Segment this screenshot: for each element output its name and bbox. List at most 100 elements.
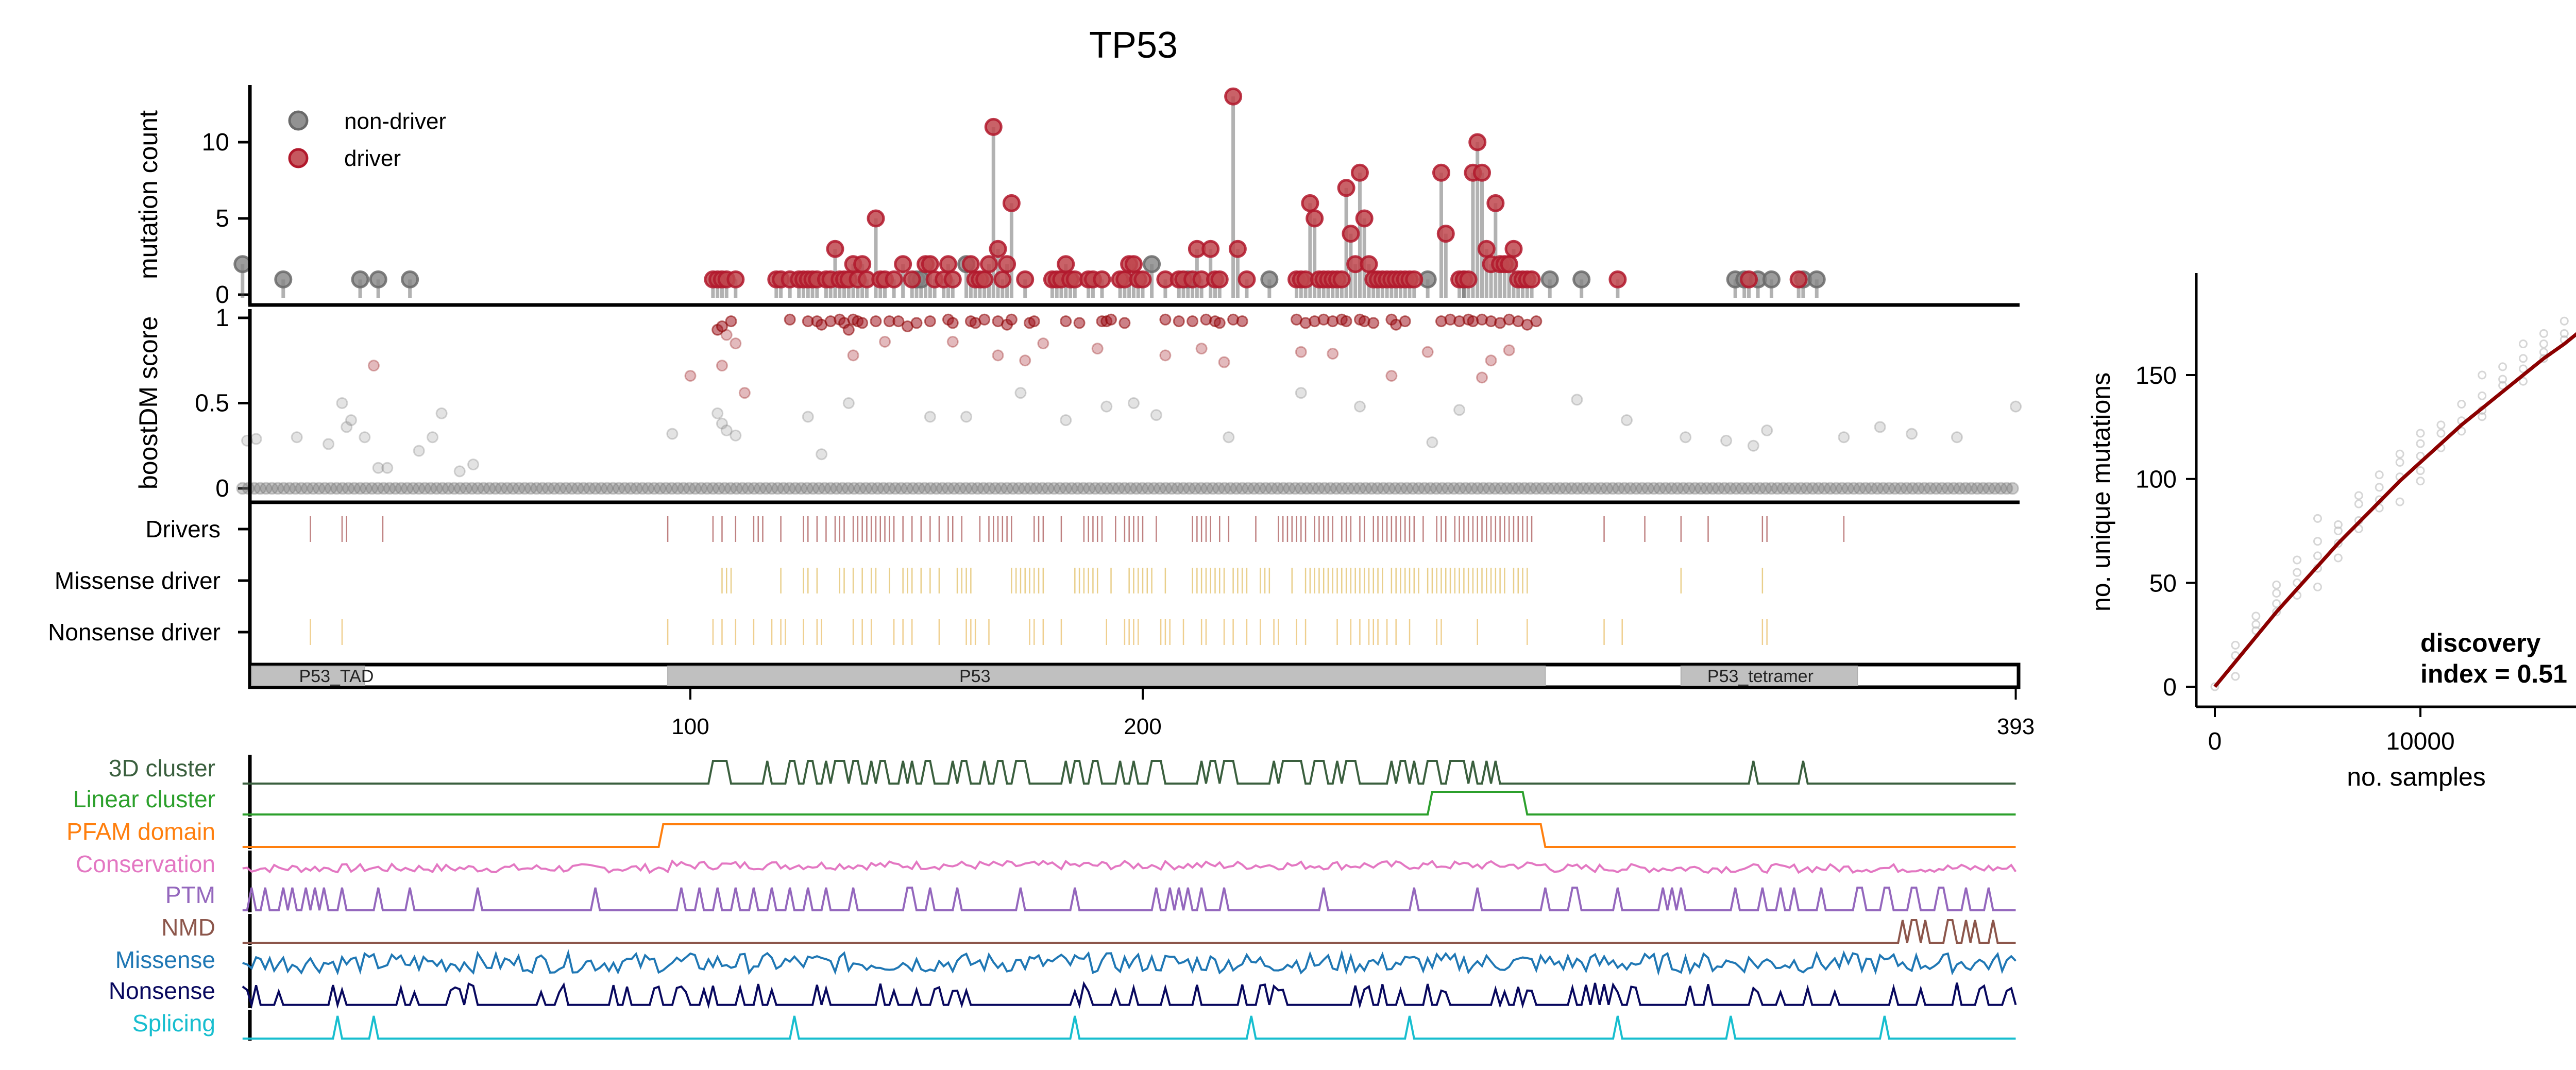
boostdm-point-driver: [1340, 315, 1352, 328]
boostdm-point-baseline: [1671, 482, 1684, 495]
boostdm-point-non-driver: [1127, 397, 1140, 409]
discovery-point: [2416, 429, 2425, 438]
boostdm-point-baseline: [818, 482, 832, 495]
driver-lollipop-head: [894, 255, 912, 274]
driver-lollipop-head: [1405, 270, 1423, 288]
boostdm-point-baseline: [730, 482, 743, 495]
feature-track-label: 3D cluster: [109, 755, 215, 782]
boostdm-point-baseline: [1242, 482, 1255, 495]
boostdm-point-baseline: [1971, 482, 1984, 495]
boostdm-point-baseline: [1706, 482, 1719, 495]
feature-track-line: [242, 949, 2016, 976]
boostdm-point-baseline: [1418, 482, 1431, 495]
discovery-point: [2498, 362, 2507, 371]
boostdm-point-baseline: [912, 482, 925, 495]
boostdm-point-baseline: [1423, 482, 1437, 495]
boostdm-point-baseline: [1771, 482, 1784, 495]
boostdm-point-baseline: [653, 482, 667, 495]
boostdm-point-driver: [924, 315, 936, 328]
boostdm-point-baseline: [759, 482, 773, 495]
discovery-point: [2313, 514, 2322, 523]
driver-track-label: Missense driver: [55, 567, 221, 594]
non-driver-lollipop-head: [1540, 270, 1559, 288]
boostdm-point-baseline: [1776, 482, 1790, 495]
driver-lollipop-head: [979, 255, 998, 274]
discovery-point: [2272, 599, 2281, 608]
feature-track-line: [242, 791, 2016, 816]
boostdm-point-baseline: [959, 482, 973, 495]
boostdm-point-baseline: [901, 482, 914, 495]
discovery-ytick-label: 50: [2149, 570, 2177, 597]
boostdm-point-non-driver: [435, 407, 448, 419]
boostdm-point-driver: [1195, 343, 1208, 355]
boostdm-point-baseline: [548, 482, 561, 495]
boostdm-point-non-driver: [1100, 400, 1113, 413]
boostdm-point-baseline: [1235, 482, 1249, 495]
boostdm-point-baseline: [353, 482, 367, 495]
boostdm-point-baseline: [1300, 482, 1314, 495]
boostdm-point-baseline: [1876, 482, 1890, 495]
boostdm-point-baseline: [677, 482, 690, 495]
discovery-point: [2293, 555, 2302, 565]
boostdm-point-baseline: [1171, 482, 1184, 495]
boostdm-point-baseline: [624, 482, 637, 495]
boostdm-point-baseline: [259, 482, 273, 495]
boostdm-point-baseline: [1494, 482, 1507, 495]
boostdm-point-non-driver: [1620, 414, 1633, 427]
boostdm-point-baseline: [712, 482, 725, 495]
boostdm-point-baseline: [1665, 482, 1678, 495]
boostdm-point-non-driver: [345, 414, 357, 427]
boostdm-point-driver: [1385, 370, 1398, 382]
boostdm-point-baseline: [1653, 482, 1667, 495]
boostdm-point-baseline: [1224, 482, 1237, 495]
boostdm-ytick-label: 1: [215, 304, 229, 332]
boostdm-point-non-driver: [427, 431, 439, 444]
boostdm-point-baseline: [1924, 482, 1937, 495]
discovery-point: [2519, 354, 2528, 363]
chart-title: TP53: [1089, 25, 1178, 66]
discovery-point: [2478, 391, 2487, 400]
boostdm-point-driver: [1399, 315, 1411, 328]
boostdm-point-driver: [946, 317, 959, 329]
boostdm-point-non-driver: [730, 429, 742, 441]
boostdm-point-baseline: [777, 482, 790, 495]
boostdm-point-baseline: [871, 482, 884, 495]
boostdm-point-baseline: [1342, 482, 1355, 495]
driver-lollipop-head: [885, 270, 903, 288]
driver-lollipop-head: [975, 270, 994, 288]
driver-lollipop-head: [1350, 163, 1369, 182]
boostdm-point-non-driver: [1747, 439, 1759, 452]
boostdm-point-baseline: [1835, 482, 1849, 495]
boostdm-point-baseline: [1259, 482, 1273, 495]
driver-lollipop-head: [903, 270, 921, 288]
boostdm-point-baseline: [1271, 482, 1284, 495]
boostdm-point-baseline: [765, 482, 778, 495]
boostdm-point-baseline: [1518, 482, 1531, 495]
boostdm-point-non-driver: [802, 411, 814, 423]
boostdm-point-driver: [1159, 313, 1172, 326]
boostdm-point-baseline: [877, 482, 890, 495]
boostdm-point-baseline: [1030, 482, 1043, 495]
driver-lollipop-head: [1201, 240, 1220, 258]
discovery-point: [2395, 449, 2404, 458]
boostdm-point-baseline: [753, 482, 767, 495]
boostdm-point-baseline: [836, 482, 849, 495]
boostdm-point-baseline: [1941, 482, 1955, 495]
boostdm-point-baseline: [600, 482, 614, 495]
boostdm-point-baseline: [1483, 482, 1496, 495]
non-driver-lollipop-head: [369, 270, 387, 288]
boostdm-point-driver: [879, 335, 891, 348]
driver-lollipop-head: [1436, 225, 1455, 243]
boostdm-point-baseline: [1442, 482, 1455, 495]
driver-lollipop-head: [1228, 240, 1247, 258]
driver-lollipop-head: [726, 270, 745, 288]
discovery-y-axis-label: no. unique mutations: [2087, 372, 2115, 612]
boostdm-point-baseline: [1465, 482, 1478, 495]
boostdm-point-baseline: [1500, 482, 1514, 495]
boostdm-point-driver: [992, 349, 1004, 362]
discovery-point: [2416, 439, 2425, 448]
boostdm-point-baseline: [1318, 482, 1331, 495]
boostdm-point-baseline: [418, 482, 432, 495]
boostdm-point-baseline: [348, 482, 361, 495]
boostdm-point-baseline: [1294, 482, 1308, 495]
